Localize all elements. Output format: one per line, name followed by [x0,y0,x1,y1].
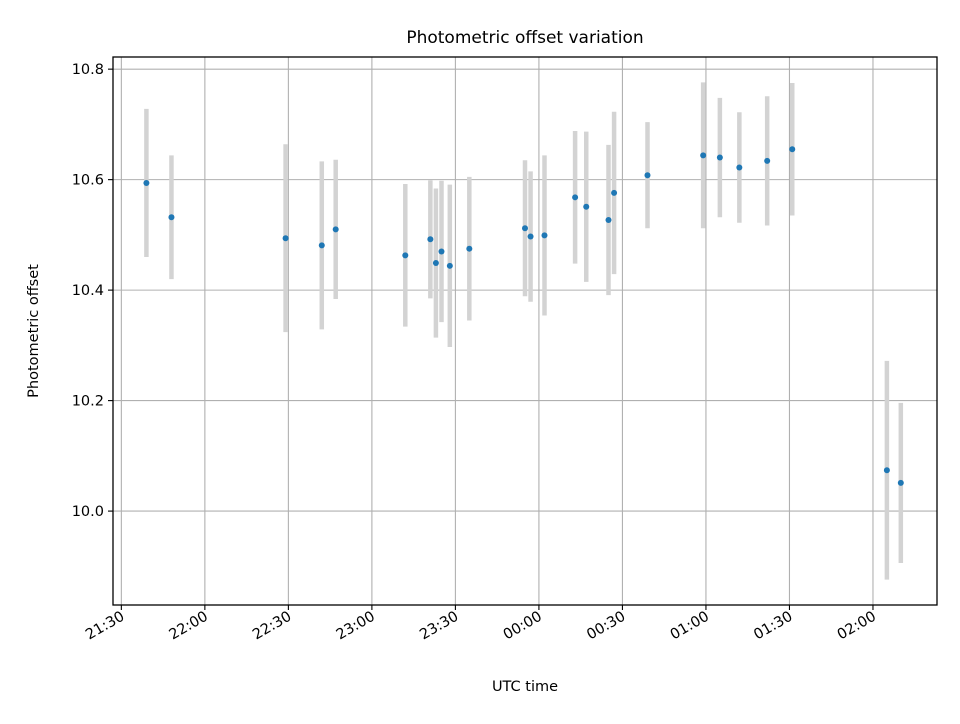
x-tick-label: 22:30 [250,609,294,644]
data-point [716,154,723,161]
x-tick-label: 23:30 [417,609,461,644]
data-point [583,203,590,210]
chart-title: Photometric offset variation [406,28,643,48]
data-point [644,172,651,179]
data-point [402,252,409,259]
data-point [427,236,434,243]
error-bars [144,82,904,580]
x-axis-label: UTC time [492,679,558,695]
x-tick-label: 01:00 [668,609,712,644]
data-point [466,245,473,252]
y-tick-label: 10.0 [72,504,104,520]
data-point [432,260,439,267]
data-point [572,194,579,201]
x-tick-label: 21:30 [83,609,127,644]
data-point [736,164,743,171]
data-points [143,146,904,486]
x-tick-label: 02:00 [835,609,879,644]
x-tick-label: 22:00 [167,609,211,644]
x-tick-label: 00:00 [501,609,545,644]
data-point [883,467,890,474]
data-point [168,214,175,221]
y-tick-label: 10.4 [72,283,104,299]
data-point [438,248,445,255]
x-tick-label: 23:00 [334,609,378,644]
y-tick-label: 10.6 [72,173,104,189]
axis-ticks: 21:30 22:00 22:30 23:00 23:30 00:00 00:30 01:00… [72,62,879,643]
grid [113,57,937,605]
data-point [897,479,904,486]
data-point [332,226,339,233]
data-point [282,235,289,242]
x-tick-label: 01:30 [751,609,795,644]
x-tick-label: 00:30 [584,609,628,644]
data-point [522,225,528,232]
axes-frame [112,56,938,606]
y-tick-label: 10.8 [72,62,104,78]
data-point [527,233,534,240]
data-point [700,152,707,159]
data-point [789,146,796,153]
data-point [611,189,618,196]
data-point [446,262,453,269]
data-point [764,157,771,164]
data-point [318,242,325,249]
data-point [541,232,548,239]
data-point [605,216,612,223]
y-tick-label: 10.2 [72,394,104,410]
data-point [143,179,150,186]
y-axis-label: Photometric offset [26,264,42,398]
